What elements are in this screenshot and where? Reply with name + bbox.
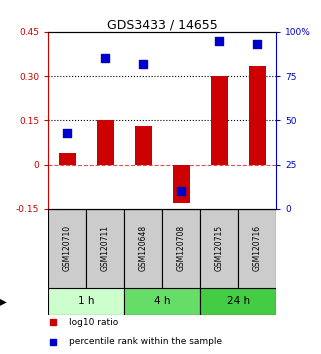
Bar [86, 209, 124, 287]
Point [102, 56, 108, 61]
Bar [162, 209, 200, 287]
Text: GSM120716: GSM120716 [253, 225, 262, 271]
Bar [134, 126, 152, 165]
Bar [200, 287, 276, 315]
Bar [238, 209, 276, 287]
Point [216, 38, 221, 44]
Text: log10 ratio: log10 ratio [69, 318, 118, 327]
Point [141, 61, 146, 67]
Text: 24 h: 24 h [227, 296, 250, 306]
Bar [59, 153, 76, 165]
Text: 4 h: 4 h [154, 296, 170, 306]
Text: percentile rank within the sample: percentile rank within the sample [69, 337, 222, 346]
Text: time ▶: time ▶ [0, 296, 7, 306]
Bar [173, 165, 190, 203]
Point [178, 188, 184, 194]
Text: 1 h: 1 h [78, 296, 94, 306]
Bar [248, 66, 265, 165]
Title: GDS3433 / 14655: GDS3433 / 14655 [107, 19, 218, 32]
Text: GSM120708: GSM120708 [177, 225, 186, 271]
Point [255, 41, 260, 47]
Bar [48, 209, 86, 287]
Bar [211, 76, 228, 165]
Text: GSM120711: GSM120711 [100, 225, 110, 271]
Bar [200, 209, 238, 287]
Bar [48, 287, 124, 315]
Bar [97, 120, 114, 165]
Bar [124, 209, 162, 287]
Bar [124, 287, 200, 315]
Text: GSM120715: GSM120715 [214, 225, 224, 271]
Point [65, 130, 70, 136]
Text: GSM120710: GSM120710 [63, 225, 72, 271]
Text: GSM120648: GSM120648 [139, 225, 148, 271]
